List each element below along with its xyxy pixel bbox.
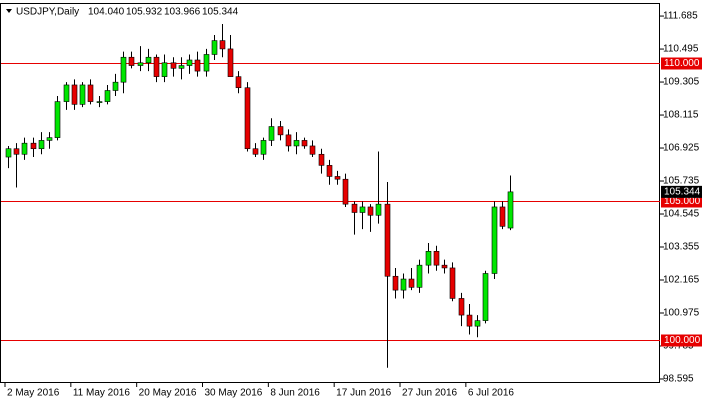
x-tick-label: 11 May 2016 [73,388,131,399]
header-low: 103.966 [164,7,201,18]
price-label-box [661,185,702,198]
x-tick-label: 2 May 2016 [7,388,60,399]
y-tick-label: 100.975 [663,308,700,319]
candle-body [219,40,226,50]
chart-title: USDJPY,Daily [16,7,79,18]
candle-body [491,206,498,274]
x-tick-label: 17 Jun 2016 [336,388,391,399]
y-tick-label: 98.595 [663,374,694,385]
candle-body [449,267,456,299]
candle-body [466,314,473,327]
candle-body [235,76,242,89]
candle-body [342,178,349,205]
y-tick-label: 102.165 [663,275,700,286]
candle-body [170,62,177,69]
candle-body [137,62,144,66]
y-tick-label: 109.305 [663,77,700,88]
candle-body [178,65,185,69]
candle-body [277,126,284,136]
candle-body [507,191,514,229]
x-tick-label: 20 May 2016 [139,388,197,399]
header-high: 105.932 [126,7,163,18]
candle-body [5,148,12,158]
candle-body [367,206,374,216]
candle-body [104,90,111,102]
candle-body [63,84,70,102]
candle-body [318,153,325,166]
candle-body [54,101,61,138]
candle-body [375,203,382,216]
candle-body [194,59,201,72]
plot-frame [0,3,660,383]
candle-body [203,54,210,72]
level-label-box [661,195,702,208]
candle-body [227,48,234,77]
candle-body [211,40,218,55]
x-tick-label: 27 Jun 2016 [402,388,457,399]
candle-body [392,275,399,291]
candle-body [96,101,103,103]
menu-triangle [6,9,12,13]
candle-body [13,148,20,155]
level-label-box [661,334,702,347]
candle-body [474,320,481,327]
candle-body [38,140,45,150]
candle-body [71,84,78,105]
candle-body [408,278,415,288]
y-tick-label: 104.545 [663,209,700,220]
candle-body [400,278,407,291]
candle-body [87,84,94,102]
x-tick-label: 8 Jun 2016 [270,388,320,399]
candle-body [145,56,152,64]
y-tick-label: 105.735 [663,176,700,187]
candle-body [334,176,341,180]
price-label: 105.344 [664,187,701,198]
level-label: 110.000 [664,58,700,69]
candle-body [260,140,267,155]
candle-body [482,273,489,321]
level-label-box [661,57,702,70]
level-label: 100.000 [664,335,701,346]
y-tick-label: 110.495 [663,44,699,55]
candle-body [46,137,53,141]
candle-body [112,81,119,91]
candle-body [499,206,506,227]
candle-body [301,140,308,147]
candle-body [252,148,259,155]
x-tick-label: 6 Jul 2016 [468,388,515,399]
x-tick-label: 30 May 2016 [205,388,263,399]
y-tick-label: 108.115 [663,110,699,121]
y-tick-label: 106.925 [663,143,700,154]
level-label: 105.000 [664,196,701,207]
candle-body [79,84,86,105]
y-tick-label: 103.355 [663,242,700,253]
y-tick-label: 111.685 [663,11,698,22]
candle-body [309,145,316,155]
candle-body [285,134,292,147]
candle-body [293,140,300,147]
candle-body [416,264,423,288]
candle-body [153,56,160,77]
header-open: 104.040 [88,7,125,18]
candle-body [441,264,448,269]
candle-body [268,126,275,141]
candle-body [425,251,432,266]
candle-body [433,251,440,266]
candle-body [359,206,366,213]
candle-body [244,87,251,150]
candle-body [384,203,391,277]
header-close: 105.344 [202,7,239,18]
candle-body [161,62,168,77]
candle-body [458,298,465,316]
candle-body [326,165,333,177]
candle-body [128,56,135,66]
candle-body [21,142,28,155]
candle-body [351,203,358,213]
candle-body [186,59,193,66]
candle-body [30,142,37,150]
candle-body [120,56,127,83]
